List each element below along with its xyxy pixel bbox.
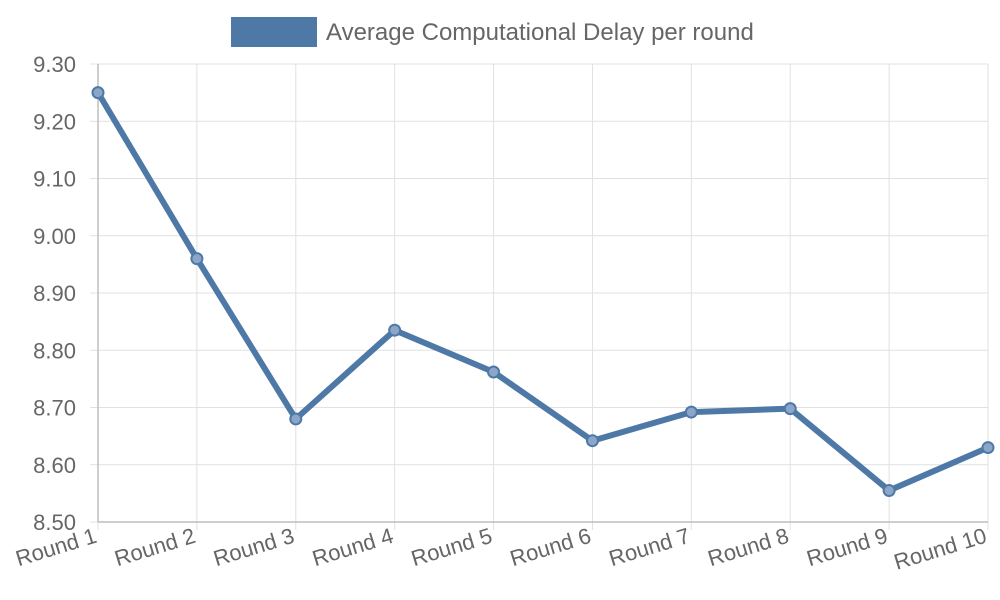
x-tick-label: Round 4 [309, 523, 396, 571]
x-tick-label: Round 2 [111, 523, 198, 571]
y-tick-label: 9.10 [33, 167, 76, 192]
legend[interactable]: Average Computational Delay per round [231, 17, 754, 47]
data-point[interactable] [585, 434, 599, 448]
y-tick-label: 9.30 [33, 52, 76, 77]
y-tick-label: 8.60 [33, 453, 76, 478]
series-line [95, 89, 991, 494]
x-tick-label: Round 8 [705, 523, 792, 571]
x-tick-label: Round 9 [804, 523, 891, 571]
x-tick-label: Round 6 [507, 523, 594, 571]
axes [97, 64, 988, 523]
y-tick-label: 8.50 [33, 510, 76, 535]
data-point[interactable] [91, 86, 105, 100]
data-point[interactable] [684, 405, 698, 419]
y-tick-label: 8.80 [33, 338, 76, 363]
y-tick-label: 9.20 [33, 109, 76, 134]
data-point[interactable] [783, 402, 797, 416]
x-tick-label: Round 3 [210, 523, 297, 571]
data-point[interactable] [190, 252, 204, 266]
x-tick-label: Round 10 [891, 523, 990, 575]
data-point[interactable] [882, 484, 896, 498]
x-axis-ticks: Round 1 Round 2 Round 3 Round 4 Round 5 Round… [13, 523, 990, 575]
y-axis-ticks: 8.50 8.60 8.70 8.80 8.90 9.00 9.10 9.20 9.30 [33, 52, 76, 535]
series [91, 86, 995, 498]
y-tick-label: 8.70 [33, 396, 76, 421]
x-tick-label: Round 5 [408, 523, 495, 571]
data-point[interactable] [487, 365, 501, 379]
data-point[interactable] [388, 323, 402, 337]
y-tick-label: 9.00 [33, 224, 76, 249]
legend-swatch[interactable] [231, 17, 317, 47]
data-point[interactable] [289, 412, 303, 426]
data-point[interactable] [981, 441, 995, 455]
y-tick-label: 8.90 [33, 281, 76, 306]
x-tick-label: Round 7 [606, 523, 693, 571]
grid [90, 63, 989, 530]
legend-label[interactable]: Average Computational Delay per round [326, 19, 754, 46]
